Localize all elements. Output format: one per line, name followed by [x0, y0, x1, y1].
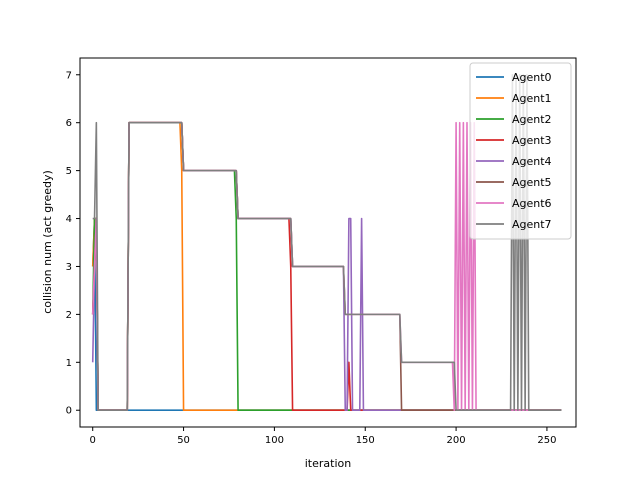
legend: Agent0 Agent1 Agent2 Agent3 Agent4 Agent5 Agen… [469, 62, 572, 240]
x-tick-label: 0 [90, 435, 96, 446]
legend-label-agent2: Agent2 [512, 113, 552, 126]
y-axis-ticks: 0 1 2 3 4 5 6 7 [66, 70, 80, 417]
x-tick-label: 250 [537, 435, 556, 446]
series-layer [91, 73, 562, 412]
y-tick-label: 7 [66, 70, 72, 81]
y-tick-label: 0 [66, 406, 72, 417]
x-tick-label: 200 [447, 435, 466, 446]
y-tick-label: 2 [66, 310, 72, 321]
legend-label-agent6: Agent6 [512, 197, 552, 210]
x-tick-label: 50 [177, 435, 190, 446]
y-tick-label: 3 [66, 262, 72, 273]
legend-label-agent3: Agent3 [512, 134, 552, 147]
y-tick-label: 4 [66, 214, 72, 225]
x-tick-label: 100 [265, 435, 284, 446]
legend-box [469, 62, 572, 240]
plot-frame [79, 57, 577, 428]
legend-label-agent7: Agent7 [512, 218, 552, 231]
y-tick-label: 1 [66, 358, 72, 369]
legend-label-agent0: Agent0 [512, 71, 552, 84]
y-axis-label: collision num (act greedy) [41, 170, 54, 314]
legend-label-agent1: Agent1 [512, 92, 552, 105]
x-tick-label: 150 [356, 435, 375, 446]
y-tick-label: 6 [66, 118, 72, 129]
x-axis-label: iteration [305, 457, 351, 470]
y-tick-label: 5 [66, 166, 72, 177]
legend-label-agent5: Agent5 [512, 176, 552, 189]
legend-label-agent4: Agent4 [512, 155, 552, 168]
x-axis-ticks: 0 50 100 150 200 250 [90, 427, 556, 446]
